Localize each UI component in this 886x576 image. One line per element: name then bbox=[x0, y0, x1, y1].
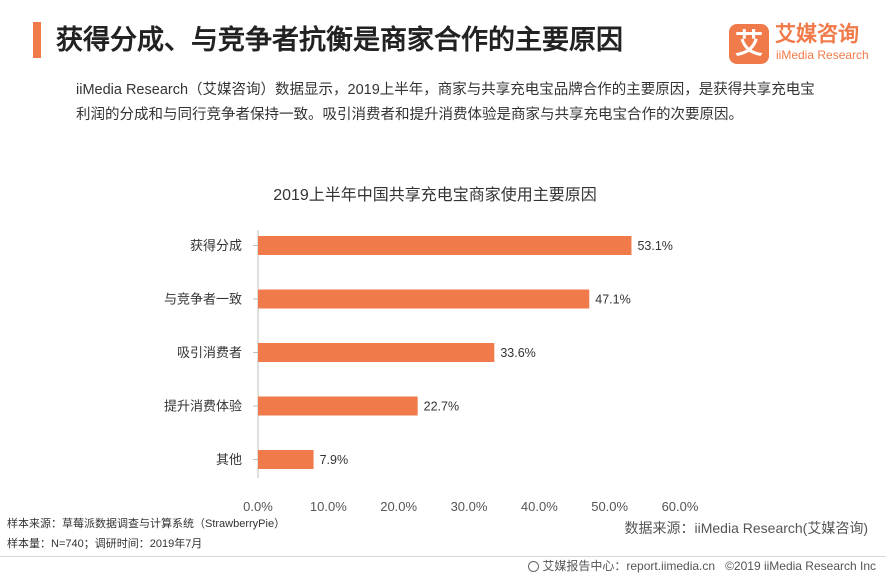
x-tick-label: 50.0% bbox=[591, 499, 628, 514]
intro-line-2: 利润的分成和与同行竞争者保持一致。吸引消费者和提升消费体验是商家与共享充电宝合作… bbox=[76, 107, 743, 123]
category-label: 提升消费体验 bbox=[164, 399, 242, 414]
bar bbox=[258, 396, 418, 416]
intro-line-1: iiMedia Research（艾媒咨询）数据显示，2019上半年，商家与共享… bbox=[76, 82, 815, 98]
footer-divider bbox=[0, 556, 886, 557]
x-tick-label: 30.0% bbox=[451, 499, 488, 514]
logo-name-cn: 艾媒咨询 bbox=[775, 23, 859, 46]
value-label: 22.7% bbox=[424, 400, 459, 414]
report-center-link[interactable]: 艾媒报告中心：report.iimedia.cn bbox=[542, 559, 716, 573]
logo-mark-icon: 艾 bbox=[729, 24, 769, 64]
iimedia-logo[interactable]: 艾 艾媒咨询 iiMedia Research bbox=[729, 23, 879, 66]
value-label: 7.9% bbox=[320, 453, 349, 467]
data-source: 数据来源：iiMedia Research(艾媒咨询) bbox=[624, 520, 868, 536]
x-tick-label: 60.0% bbox=[662, 499, 699, 514]
sample-source-line-2: 样本量：N=740；调研时间：2019年7月 bbox=[7, 538, 203, 550]
logo-name-en: iiMedia Research bbox=[776, 48, 869, 62]
value-label: 47.1% bbox=[595, 293, 630, 307]
category-label: 与竞争者一致 bbox=[164, 292, 242, 307]
bar bbox=[258, 343, 495, 362]
x-tick-label: 20.0% bbox=[380, 499, 417, 514]
value-label: 53.1% bbox=[637, 239, 672, 253]
x-tick-label: 10.0% bbox=[310, 499, 347, 514]
intro-paragraph: iiMedia Research（艾媒咨询）数据显示，2019上半年，商家与共享… bbox=[76, 78, 836, 128]
title-accent-bar bbox=[33, 22, 41, 58]
globe-icon bbox=[528, 561, 540, 572]
chart-title: 2019上半年中国共享充电宝商家使用主要原因 bbox=[273, 186, 597, 204]
x-tick-label: 40.0% bbox=[521, 499, 558, 514]
value-label: 33.6% bbox=[500, 346, 535, 360]
copyright-text: ©2019 iiMedia Research Inc bbox=[725, 559, 876, 573]
sample-source: 样本来源：草莓派数据调查与计算系统（StrawberryPie） 样本量：N=7… bbox=[7, 514, 285, 554]
category-label: 获得分成 bbox=[190, 238, 242, 253]
bar bbox=[258, 236, 632, 255]
sample-source-line-1: 样本来源：草莓派数据调查与计算系统（StrawberryPie） bbox=[7, 518, 286, 530]
category-label: 吸引消费者 bbox=[177, 345, 242, 360]
bar bbox=[258, 450, 314, 469]
bar bbox=[258, 289, 590, 309]
category-label: 其他 bbox=[216, 452, 242, 467]
x-tick-label: 0.0% bbox=[243, 499, 273, 514]
bar-chart: 2019上半年中国共享充电宝商家使用主要原因 获得分成 53.1% 与竞争者一致 47… bbox=[164, 186, 699, 514]
footer: 艾媒报告中心：report.iimedia.cn ©2019 iiMedia R… bbox=[528, 558, 876, 574]
bars-group: 获得分成 53.1% 与竞争者一致 47.1% 吸引消费者 33.6% 提升消费体验 22.7… bbox=[164, 236, 699, 514]
page-title: 获得分成、与竞争者抗衡是商家合作的主要原因 bbox=[56, 25, 623, 55]
